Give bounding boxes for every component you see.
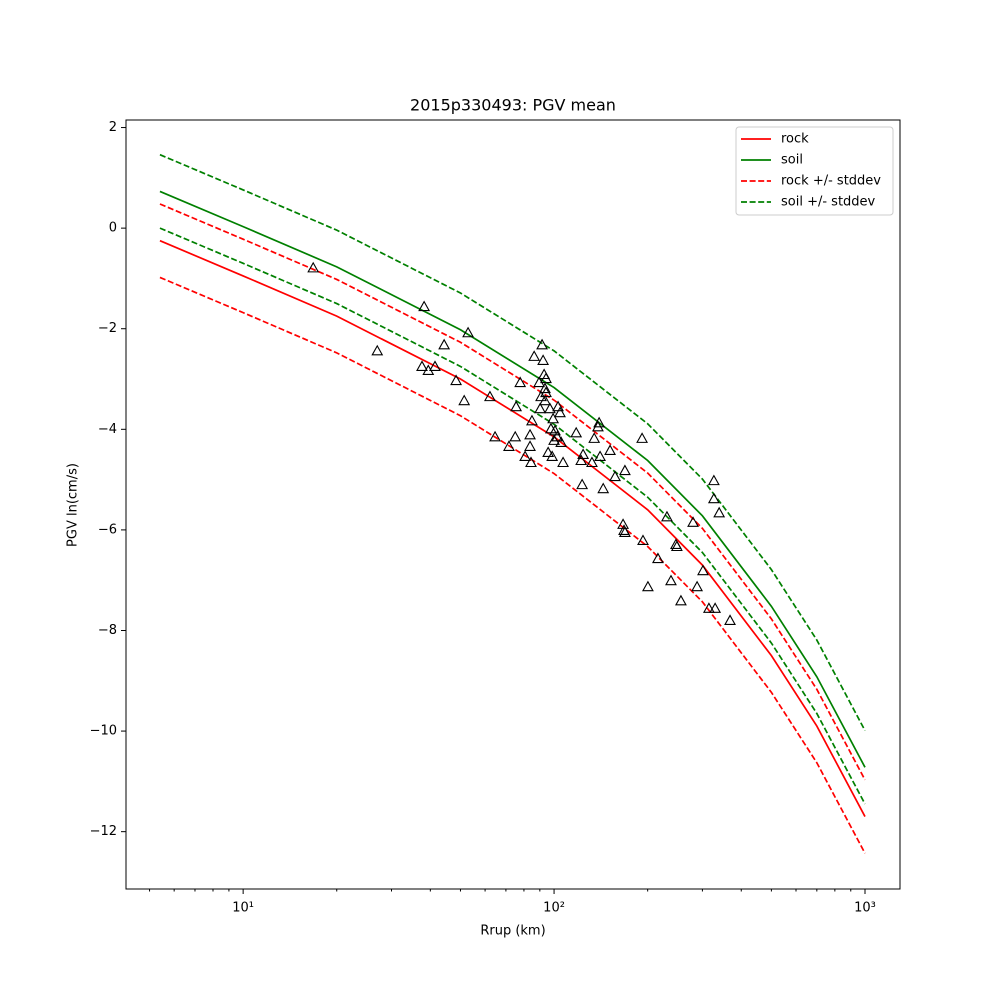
data-point xyxy=(450,374,463,386)
legend-label: soil xyxy=(781,153,803,168)
data-point xyxy=(588,432,601,443)
y-tick-label: −10 xyxy=(90,724,117,739)
data-point xyxy=(577,448,590,460)
data-point xyxy=(534,402,547,414)
data-point xyxy=(525,456,537,468)
y-tick-label: 0 xyxy=(109,221,117,236)
y-tick-label: −2 xyxy=(98,321,117,336)
data-point xyxy=(418,300,431,312)
y-tick-label: 2 xyxy=(109,120,117,135)
data-point xyxy=(484,390,496,402)
data-point xyxy=(555,436,568,447)
data-point xyxy=(510,400,523,412)
data-point xyxy=(458,394,471,406)
series-line xyxy=(159,239,866,817)
x-tick-label: 10³ xyxy=(854,901,876,916)
data-point xyxy=(697,564,709,576)
data-point xyxy=(586,456,598,468)
series-line xyxy=(159,190,866,768)
data-point xyxy=(489,430,501,442)
data-point xyxy=(536,338,549,350)
x-tick-label: 10¹ xyxy=(232,901,254,916)
data-point xyxy=(665,574,677,586)
data-point xyxy=(416,360,428,371)
data-point xyxy=(509,430,522,442)
data-point xyxy=(546,450,559,462)
data-point xyxy=(548,434,560,445)
data-point xyxy=(609,470,621,482)
y-tick-label: −12 xyxy=(90,824,117,839)
data-point xyxy=(594,450,607,462)
chart-title: 2015p330493: PGV mean xyxy=(410,96,616,115)
data-point xyxy=(429,360,441,371)
data-point xyxy=(438,338,451,350)
data-point xyxy=(707,474,720,486)
data-point xyxy=(547,412,560,424)
data-point xyxy=(575,454,588,466)
data-point xyxy=(526,414,538,426)
y-axis-label: PGV ln(cm/s) xyxy=(66,463,81,547)
data-point xyxy=(307,261,320,273)
series-line xyxy=(159,153,866,731)
legend-box xyxy=(735,126,894,216)
data-point xyxy=(524,428,536,440)
data-point xyxy=(544,402,556,414)
data-point xyxy=(557,456,570,468)
data-point xyxy=(724,614,736,625)
series-line xyxy=(159,276,866,854)
data-point xyxy=(539,382,551,394)
data-point xyxy=(617,518,630,529)
data-point xyxy=(528,350,541,361)
data-point xyxy=(519,450,532,462)
data-point xyxy=(503,440,515,451)
data-point xyxy=(702,602,715,613)
y-tick-label: −8 xyxy=(98,623,117,638)
data-point xyxy=(709,602,722,613)
data-point xyxy=(540,372,552,384)
data-point xyxy=(713,506,726,518)
data-point xyxy=(540,386,552,398)
data-point xyxy=(707,492,720,504)
plot-frame xyxy=(125,119,901,890)
legend-label: rock +/- stddev xyxy=(781,174,881,189)
data-point xyxy=(462,326,475,338)
data-point xyxy=(537,354,550,365)
data-point xyxy=(542,446,555,457)
data-point xyxy=(570,426,583,438)
data-point xyxy=(675,594,687,606)
data-point xyxy=(514,376,527,388)
data-point xyxy=(661,510,673,522)
data-point xyxy=(576,478,589,490)
data-point xyxy=(651,552,664,564)
data-point xyxy=(604,444,617,455)
data-point xyxy=(618,464,631,476)
data-point xyxy=(593,416,606,428)
data-point xyxy=(687,516,699,527)
data-point xyxy=(554,406,566,418)
y-tick-label: −4 xyxy=(98,422,117,437)
data-point xyxy=(641,580,654,592)
x-axis-label: Rrup (km) xyxy=(480,924,545,939)
legend-label: soil +/- stddev xyxy=(781,195,876,210)
data-point xyxy=(371,344,384,356)
data-point xyxy=(670,540,683,552)
data-point xyxy=(551,430,564,442)
data-point xyxy=(539,394,551,406)
legend-label: rock xyxy=(781,132,809,147)
data-point xyxy=(691,580,704,592)
data-point xyxy=(636,432,649,443)
data-point xyxy=(524,440,536,451)
data-point xyxy=(637,534,649,546)
data-point xyxy=(597,482,610,494)
series-line xyxy=(159,203,866,781)
x-tick-label: 10² xyxy=(543,901,565,916)
y-tick-label: −6 xyxy=(98,522,117,537)
data-point xyxy=(618,526,631,537)
